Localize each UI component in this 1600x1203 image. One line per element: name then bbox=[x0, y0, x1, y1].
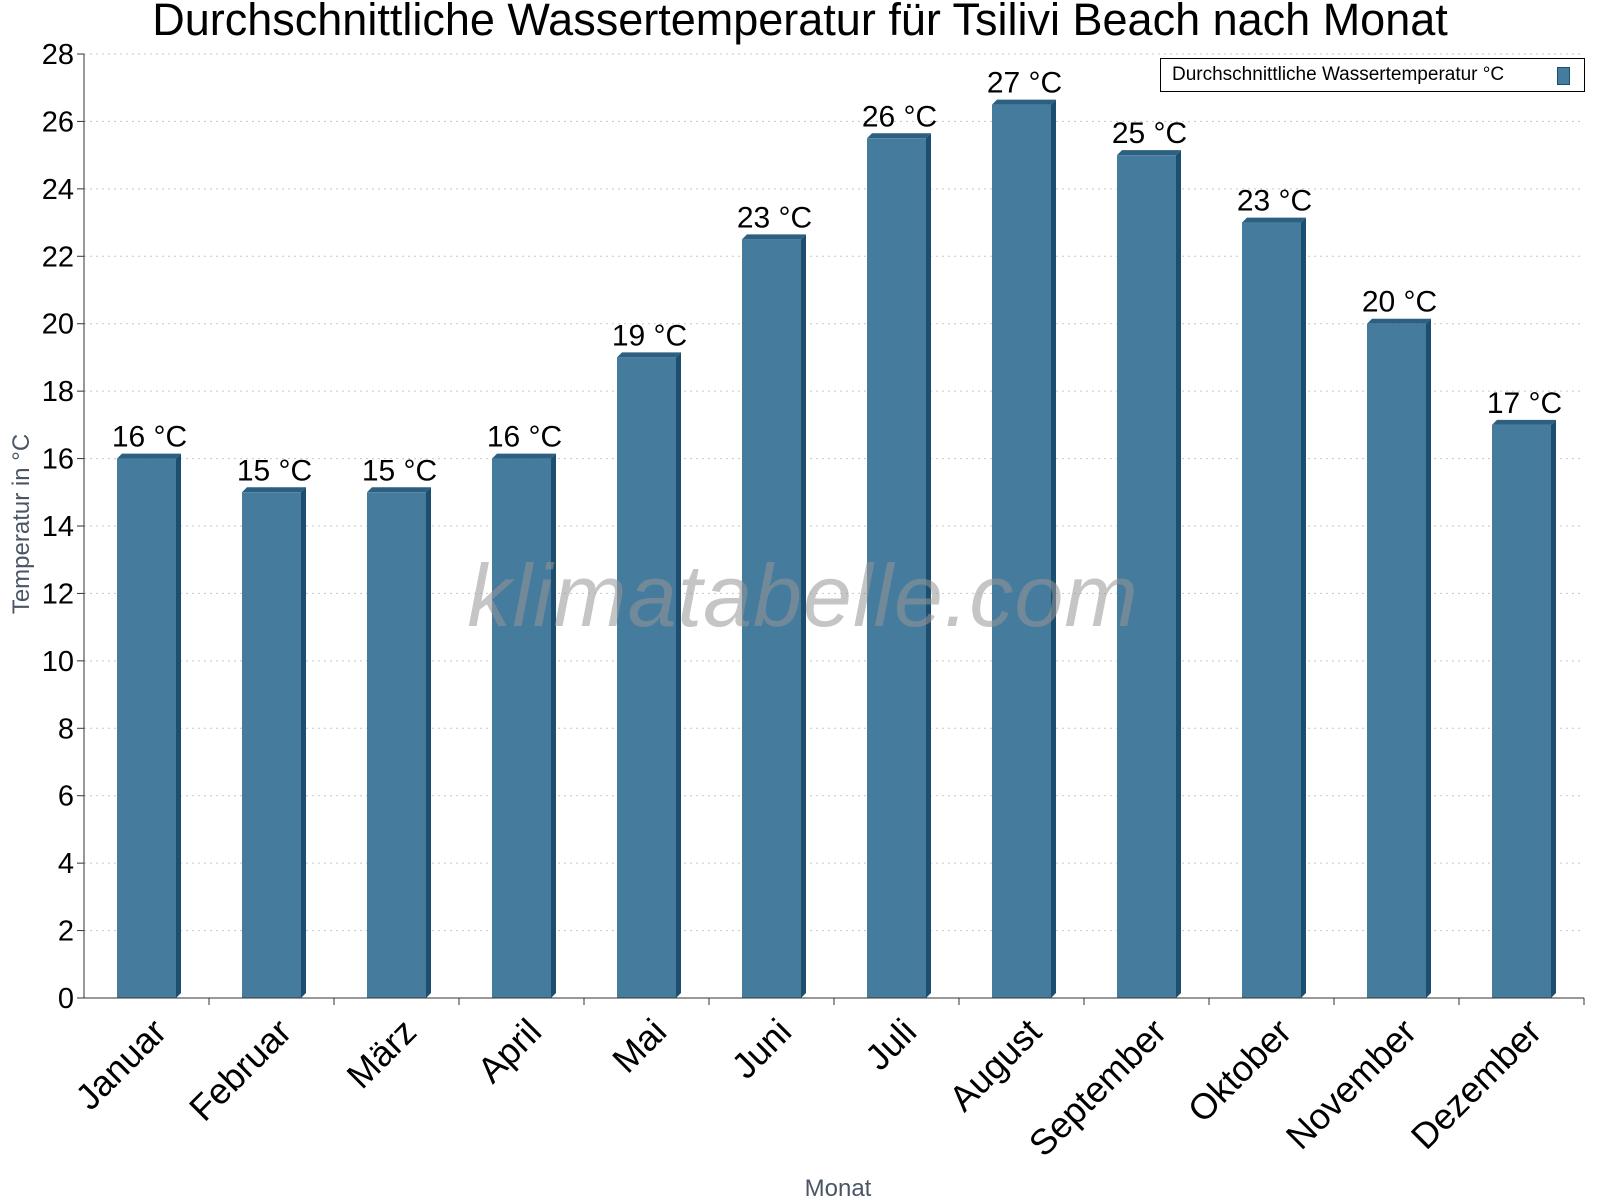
bar bbox=[117, 458, 176, 999]
data-label: 23 °C bbox=[737, 201, 812, 234]
watermark: klimatabelle.com bbox=[467, 546, 1139, 645]
y-tick-label: 4 bbox=[58, 848, 74, 880]
bar bbox=[742, 239, 801, 998]
x-tick-label: Mai bbox=[604, 1011, 674, 1081]
y-tick-label: 22 bbox=[42, 241, 74, 273]
bar bbox=[1367, 323, 1426, 998]
data-label: 26 °C bbox=[862, 100, 937, 133]
bar-side bbox=[551, 453, 556, 999]
bar-side bbox=[1176, 150, 1181, 999]
data-label: 25 °C bbox=[1112, 117, 1187, 150]
bar bbox=[367, 492, 426, 998]
x-tick-label: April bbox=[469, 1011, 549, 1091]
bar-side bbox=[1051, 99, 1056, 999]
bar-side bbox=[801, 234, 806, 998]
x-tick-label: August bbox=[941, 1011, 1049, 1119]
chart-title: Durchschnittliche Wassertemperatur für T… bbox=[152, 0, 1448, 45]
data-label: 16 °C bbox=[487, 421, 562, 454]
x-tick-label: September bbox=[1021, 1011, 1175, 1165]
bar bbox=[492, 458, 551, 999]
y-tick-label: 14 bbox=[42, 511, 74, 543]
y-tick-label: 18 bbox=[42, 376, 74, 408]
bar-top bbox=[1492, 419, 1556, 425]
legend-label: Durchschnittliche Wassertemperatur °C bbox=[1172, 64, 1505, 85]
bar-side bbox=[1301, 217, 1306, 999]
y-tick-label: 24 bbox=[42, 174, 74, 206]
data-label: 15 °C bbox=[237, 454, 312, 487]
bar-side bbox=[926, 133, 931, 999]
x-tick-label: Dezember bbox=[1403, 1011, 1549, 1157]
bar-top bbox=[367, 487, 431, 493]
data-label: 17 °C bbox=[1487, 387, 1562, 420]
bar bbox=[242, 492, 301, 998]
bar bbox=[1242, 222, 1301, 999]
y-tick-label: 6 bbox=[58, 781, 74, 813]
bar-top bbox=[867, 133, 931, 139]
legend: Durchschnittliche Wassertemperatur °C bbox=[1160, 58, 1585, 92]
bar-side bbox=[301, 487, 306, 998]
bar-top bbox=[1242, 217, 1306, 223]
grid-lines bbox=[84, 53, 1584, 932]
x-tick-label: Januar bbox=[67, 1011, 174, 1118]
bar-side bbox=[176, 453, 181, 999]
bar bbox=[617, 357, 676, 998]
data-label: 19 °C bbox=[612, 319, 687, 352]
bar-top bbox=[617, 352, 681, 358]
x-tick-label: Oktober bbox=[1180, 1011, 1300, 1131]
bar-side bbox=[426, 487, 431, 998]
y-axis-title: Temperatur in °C bbox=[8, 433, 35, 615]
bar bbox=[1492, 424, 1551, 998]
y-tick-label: 8 bbox=[58, 713, 74, 745]
y-tick-label: 16 bbox=[42, 444, 74, 476]
bars bbox=[117, 99, 1556, 999]
bar-side bbox=[1551, 419, 1556, 998]
y-tick-label: 28 bbox=[42, 39, 74, 71]
y-tick-label: 12 bbox=[42, 578, 74, 610]
y-tick-label: 20 bbox=[42, 309, 74, 341]
data-label: 15 °C bbox=[362, 454, 437, 487]
bar bbox=[1117, 155, 1176, 999]
bar-top bbox=[492, 453, 556, 459]
bar-top bbox=[1117, 150, 1181, 156]
data-label: 16 °C bbox=[112, 421, 187, 454]
x-tick-label: November bbox=[1278, 1011, 1424, 1157]
y-tick-label: 26 bbox=[42, 106, 74, 138]
data-label: 20 °C bbox=[1362, 286, 1437, 319]
x-tick-label: März bbox=[339, 1011, 425, 1097]
bar-top bbox=[992, 99, 1056, 105]
bar-top bbox=[742, 234, 806, 240]
bar bbox=[992, 104, 1051, 999]
x-tick-label: Juli bbox=[857, 1011, 924, 1078]
data-label: 23 °C bbox=[1237, 185, 1312, 218]
bar-top bbox=[242, 487, 306, 493]
data-labels: 16 °C 15 °C 15 °C 16 °C 19 °C 23 °C 26 °C 27 °C… bbox=[112, 67, 1562, 488]
bar-top bbox=[1367, 318, 1431, 324]
bar-top bbox=[117, 453, 181, 459]
y-tick-label: 2 bbox=[58, 916, 74, 948]
y-tick-label: 0 bbox=[58, 983, 74, 1015]
bar bbox=[867, 138, 926, 999]
x-tick-label: Februar bbox=[181, 1011, 299, 1129]
x-axis-title: Monat bbox=[804, 1175, 872, 1202]
bar-side bbox=[1426, 318, 1431, 998]
x-tick-label: Juni bbox=[723, 1011, 799, 1087]
bar-side bbox=[676, 352, 681, 998]
y-tick-label: 10 bbox=[42, 646, 74, 678]
data-label: 27 °C bbox=[987, 67, 1062, 100]
legend-swatch bbox=[1557, 67, 1570, 85]
